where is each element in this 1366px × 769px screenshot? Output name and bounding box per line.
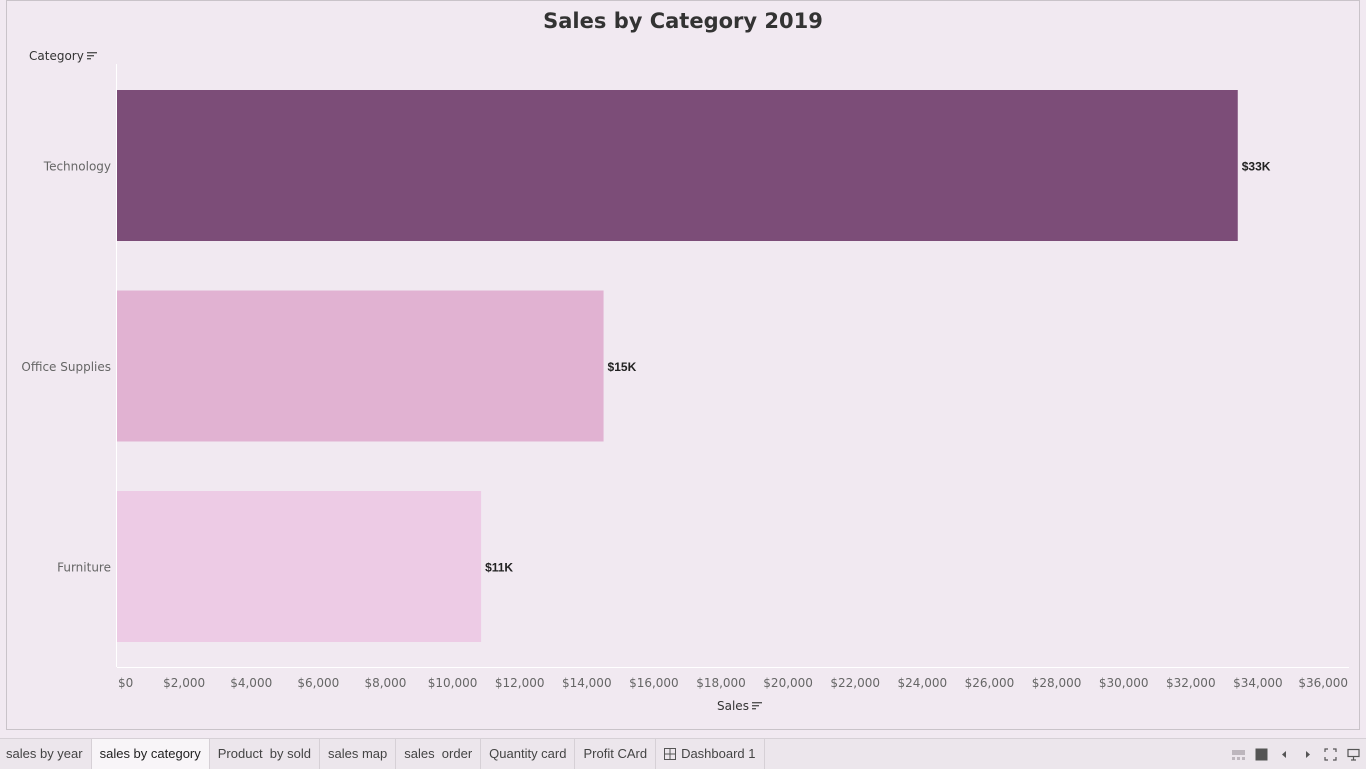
sales-axis-title[interactable]: Sales (717, 699, 763, 713)
tab-label: sales order (404, 746, 473, 761)
x-tick-label: $8,000 (364, 676, 406, 690)
view-controls (1232, 739, 1360, 769)
tab-sales-by-category[interactable]: sales by category (91, 739, 210, 769)
tab-quantity-card[interactable]: Quantity card (481, 739, 576, 769)
x-tick-label: $12,000 (495, 676, 545, 690)
category-label: Technology (43, 160, 111, 174)
data-label: $33K (1242, 160, 1271, 174)
x-tick-label: $24,000 (898, 676, 948, 690)
tab-sales-order[interactable]: sales order (396, 739, 482, 769)
sales-axis-label: Sales (717, 699, 749, 713)
category-header-label: Category (29, 49, 84, 63)
tab-label: sales map (327, 746, 388, 761)
category-label: Office Supplies (21, 360, 111, 374)
dashboard-grid-icon (664, 748, 677, 760)
x-tick-label: $16,000 (629, 676, 679, 690)
next-sheet-icon[interactable] (1301, 748, 1314, 761)
bar-chart: $33K Technology $15K Office Supplies $11K Fur… (21, 64, 1349, 690)
tab-label: Dashboard 1 (681, 746, 756, 761)
x-tick-label: $26,000 (965, 676, 1015, 690)
x-tick-label: $34,000 (1233, 676, 1283, 690)
x-tick-label: $30,000 (1099, 676, 1149, 690)
data-label: $15K (608, 360, 637, 374)
x-tick-label: $18,000 (696, 676, 746, 690)
tab-label: Product by sold (217, 746, 311, 761)
tab-product-by-sold[interactable]: Product by sold (210, 739, 320, 769)
x-tick-label: $6,000 (297, 676, 339, 690)
data-label: $11K (485, 561, 513, 575)
tab-view-icon[interactable] (1255, 748, 1268, 761)
chart-title: Sales by Category 2019 (543, 9, 823, 33)
category-header[interactable]: Category (29, 49, 98, 63)
x-tick-label: $28,000 (1032, 676, 1082, 690)
filmstrip-view-icon[interactable] (1232, 748, 1245, 761)
x-tick-label: $0 (118, 676, 133, 690)
tab-profit-card[interactable]: Profit CArd (575, 739, 657, 769)
tab-label: Profit CArd (583, 746, 648, 761)
tab-label: Quantity card (489, 746, 567, 761)
x-tick-label: $14,000 (562, 676, 612, 690)
category-label: Furniture (57, 561, 111, 575)
x-tick-label: $22,000 (830, 676, 880, 690)
tab-sales-map[interactable]: sales map (320, 739, 397, 769)
x-tick-label: $10,000 (428, 676, 478, 690)
tab-label: sales by category (99, 746, 201, 761)
bar (117, 290, 604, 442)
sheet-tab-bar: sales by year sales by category Product … (0, 738, 1366, 769)
x-tick-label: $32,000 (1166, 676, 1216, 690)
sort-icon[interactable] (751, 701, 763, 711)
bar (117, 491, 482, 642)
x-tick-label: $36,000 (1298, 676, 1348, 690)
x-tick-label: $20,000 (763, 676, 813, 690)
tab-sales-by-year[interactable]: sales by year (0, 739, 92, 769)
fullscreen-icon[interactable] (1324, 747, 1337, 761)
sheet-tabs: sales by year sales by category Product … (0, 739, 765, 769)
x-tick-label: $2,000 (163, 676, 205, 690)
tab-label: sales by year (6, 746, 83, 761)
presentation-mode-icon[interactable] (1347, 748, 1360, 761)
previous-sheet-icon[interactable] (1278, 748, 1291, 761)
bar (117, 90, 1238, 241)
sort-icon[interactable] (86, 51, 98, 61)
tab-dashboard-1[interactable]: Dashboard 1 (656, 739, 765, 769)
x-tick-label: $4,000 (230, 676, 272, 690)
